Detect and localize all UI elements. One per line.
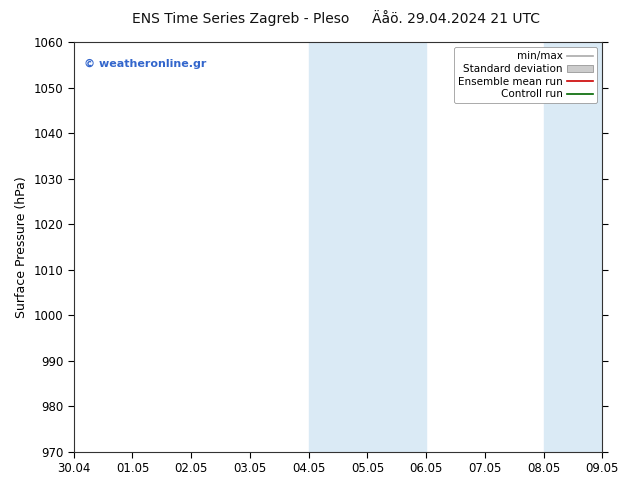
Bar	[309, 42, 426, 452]
Text: © weatheronline.gr: © weatheronline.gr	[84, 58, 207, 69]
Bar	[543, 42, 602, 452]
Y-axis label: Surface Pressure (hPa): Surface Pressure (hPa)	[15, 176, 28, 318]
Text: Äåö. 29.04.2024 21 UTC: Äåö. 29.04.2024 21 UTC	[373, 12, 540, 26]
Legend: min/max, Standard deviation, Ensemble mean run, Controll run: min/max, Standard deviation, Ensemble me…	[454, 47, 597, 103]
Text: ENS Time Series Zagreb - Pleso: ENS Time Series Zagreb - Pleso	[133, 12, 349, 26]
